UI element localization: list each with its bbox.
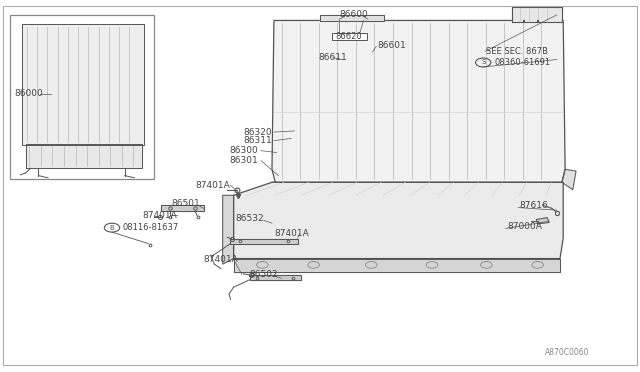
Text: 86301: 86301 — [229, 156, 258, 165]
Text: 87401A: 87401A — [274, 229, 308, 238]
Polygon shape — [230, 239, 298, 244]
Text: 86620: 86620 — [335, 32, 362, 41]
Text: S: S — [481, 60, 485, 65]
Polygon shape — [250, 275, 301, 280]
Polygon shape — [22, 24, 144, 145]
Text: 87000A: 87000A — [507, 222, 541, 231]
Bar — [332, 33, 367, 40]
Polygon shape — [26, 144, 142, 168]
Polygon shape — [320, 15, 384, 21]
Text: 08116-81637: 08116-81637 — [123, 223, 179, 232]
Polygon shape — [562, 169, 576, 190]
Polygon shape — [223, 195, 234, 264]
Polygon shape — [512, 7, 562, 22]
Polygon shape — [161, 205, 204, 211]
Text: 86532: 86532 — [236, 214, 264, 223]
Text: 87616: 87616 — [520, 201, 548, 210]
Polygon shape — [234, 259, 560, 272]
Text: 86311: 86311 — [243, 136, 272, 145]
Text: 86502: 86502 — [250, 270, 278, 279]
Text: 86600: 86600 — [340, 10, 368, 19]
Text: 87401A: 87401A — [204, 255, 238, 264]
Text: 87401A: 87401A — [142, 211, 177, 219]
Text: SEE SEC. 867B: SEE SEC. 867B — [486, 47, 548, 56]
Text: 86000: 86000 — [14, 89, 43, 98]
Text: B: B — [109, 225, 115, 231]
Bar — [10, 15, 154, 179]
Text: 86501: 86501 — [172, 199, 200, 208]
Text: 87401A: 87401A — [195, 181, 230, 190]
Text: 08360-61691: 08360-61691 — [494, 58, 550, 67]
Text: 86320: 86320 — [243, 128, 272, 137]
Polygon shape — [536, 218, 549, 224]
Text: 86611: 86611 — [319, 53, 348, 62]
Text: 86300: 86300 — [229, 146, 258, 155]
Polygon shape — [272, 20, 565, 182]
Polygon shape — [234, 182, 563, 259]
Text: A870C0060: A870C0060 — [545, 348, 590, 357]
Text: 86601: 86601 — [378, 41, 406, 50]
